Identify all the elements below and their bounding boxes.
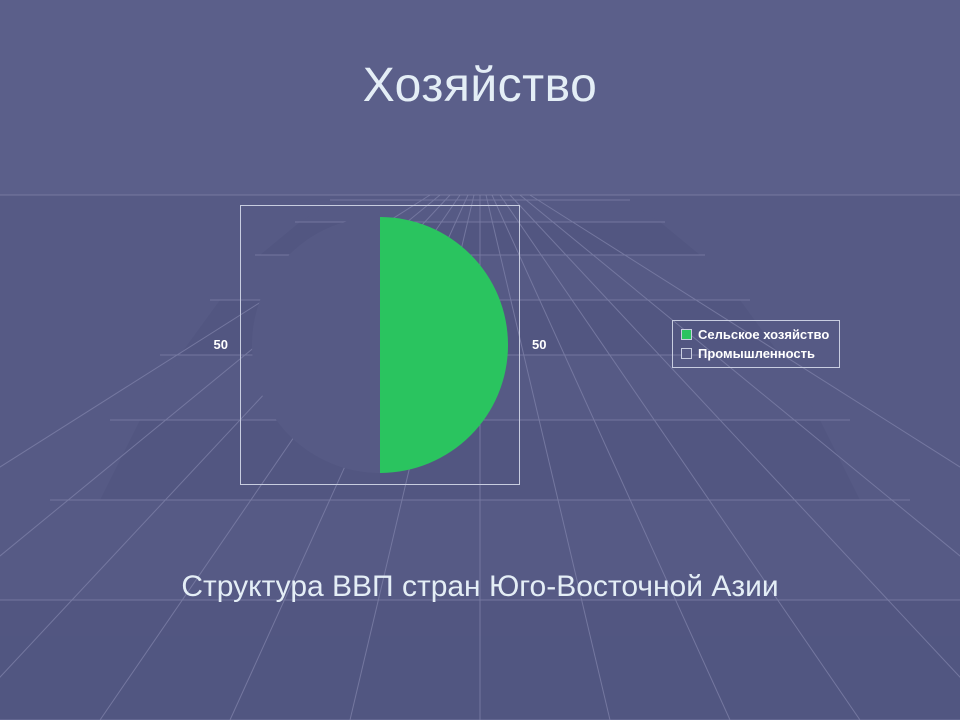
legend-item: Сельское хозяйство: [681, 327, 829, 342]
legend-label: Промышленность: [698, 346, 815, 361]
slide-subtitle: Структура ВВП стран Юго-Восточной Азии: [0, 570, 960, 604]
legend: Сельское хозяйство Промышленность: [672, 320, 840, 368]
legend-item: Промышленность: [681, 346, 829, 361]
slide: Хозяйство 50 50 Сельское хозяйство Промы…: [0, 0, 960, 720]
pie: [252, 217, 508, 473]
pie-value-left: 50: [214, 337, 228, 352]
legend-swatch: [681, 329, 692, 340]
pie-chart: 50 50: [240, 205, 520, 485]
legend-label: Сельское хозяйство: [698, 327, 829, 342]
slide-title: Хозяйство: [0, 58, 960, 113]
pie-value-right: 50: [532, 337, 546, 352]
legend-swatch: [681, 348, 692, 359]
